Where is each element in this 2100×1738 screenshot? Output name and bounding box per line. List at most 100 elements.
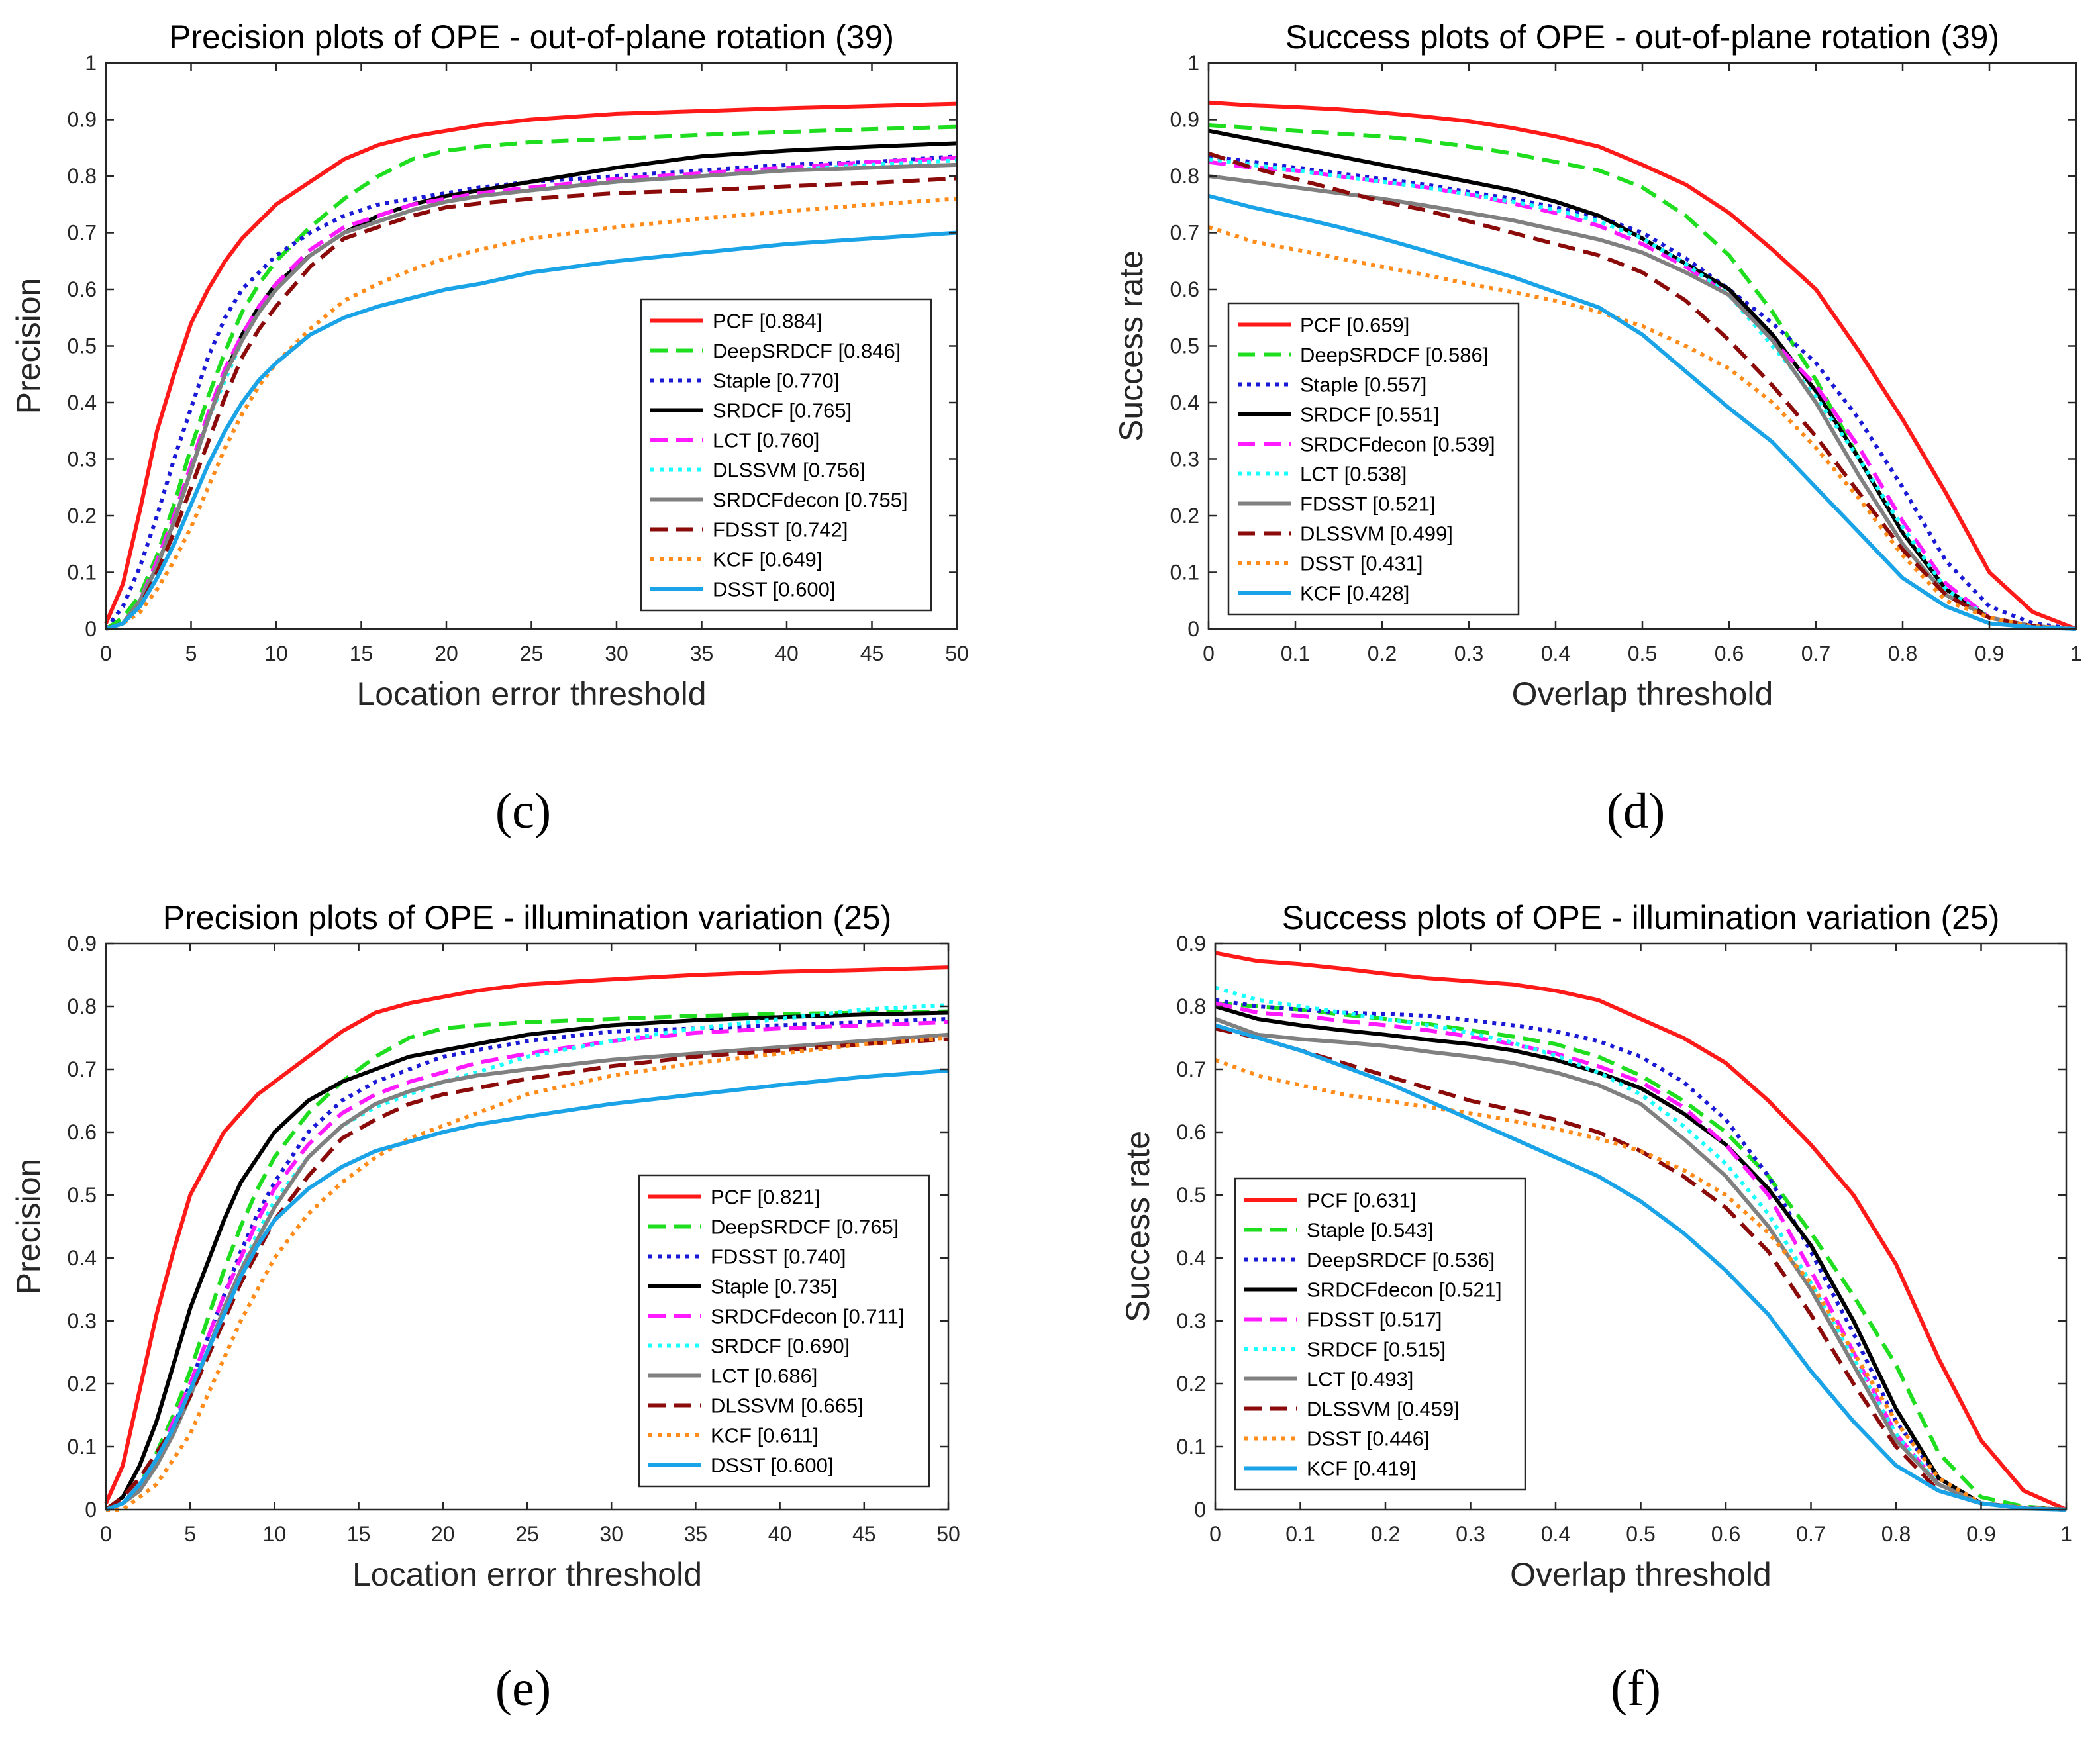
y-tick-label: 0.9	[1170, 108, 1199, 132]
series-line-deepsrdcf	[1215, 1001, 2067, 1512]
legend-entry-label: DLSSVM [0.459]	[1307, 1398, 1460, 1421]
y-axis-label: Success rate	[1113, 250, 1150, 442]
x-tick-label: 0.3	[1456, 1522, 1485, 1546]
x-tick-label: 20	[434, 642, 458, 665]
series-group	[1214, 951, 2068, 1512]
legend-entry-label: FDSST [0.517]	[1307, 1308, 1442, 1331]
series-line-srdcf	[105, 1010, 949, 1512]
chart-1: 0 0.1 0.2 0.3 0.4 0.5 0.6 0.7 0.8 0.9 1 0 0.1 0.2 0.3 0…	[1113, 19, 2082, 712]
y-tick-label: 0.3	[68, 1309, 97, 1333]
y-tick-label: 0.4	[1170, 391, 1199, 414]
x-tick-label: 0.1	[1281, 642, 1310, 665]
series-line-staple	[104, 154, 958, 630]
chart-2: 0 5 10 15 20 25 30 35 40 45 50 0 0.1 0.2 0.3 0.4 0.5 0.6 0…	[10, 899, 960, 1593]
chart-title: Success plots of OPE - illumination vari…	[1282, 899, 2000, 936]
legend-entry-label: DLSSVM [0.499]	[1300, 522, 1453, 546]
y-tick-label: 0	[1194, 1498, 1206, 1521]
legend-entry-label: SRDCF [0.515]	[1307, 1338, 1446, 1361]
x-tick-label: 0.3	[1454, 642, 1483, 665]
legend-entry-label: SRDCFdecon [0.755]	[713, 489, 908, 512]
series-line-kcf	[1208, 225, 2077, 631]
y-tick-label: 0.7	[1170, 221, 1199, 245]
legend-entry-label: DeepSRDCF [0.586]	[1300, 344, 1488, 367]
x-tick-label: 0.9	[1966, 1522, 1995, 1546]
legend-entry-label: KCF [0.611]	[711, 1424, 819, 1447]
series-group	[104, 101, 958, 631]
y-tick-label: 0	[85, 1498, 97, 1521]
y-tick-label: 0.8	[1170, 164, 1199, 188]
y-tick-label: 0.3	[1177, 1309, 1206, 1333]
y-tick-label: 0.5	[1170, 334, 1199, 358]
x-tick-label: 15	[350, 642, 374, 665]
legend: PCF [0.659] DeepSRDCF [0.586] Staple [0.55…	[1227, 302, 1520, 616]
y-tick-label: 0.6	[1177, 1120, 1206, 1144]
x-tick-label: 30	[605, 642, 628, 665]
y-axis-label: Precision	[10, 278, 47, 414]
y-tick-label: 0.3	[68, 448, 97, 471]
legend-entry-label: DSST [0.600]	[711, 1454, 834, 1477]
x-tick-label: 20	[431, 1522, 455, 1546]
y-tick-label: 0.7	[68, 221, 97, 245]
legend-entry-label: DLSSVM [0.756]	[713, 459, 866, 482]
series-line-fdsst	[105, 1037, 949, 1512]
series-line-srdcfdecon	[1208, 174, 2077, 631]
y-tick-label: 0.8	[68, 164, 97, 188]
legend: PCF [0.631] Staple [0.543] DeepSRDCF [0.53…	[1234, 1177, 1526, 1491]
x-tick-label: 0.4	[1541, 1522, 1570, 1546]
x-tick-label: 10	[263, 1522, 287, 1546]
legend-entry-label: DeepSRDCF [0.765]	[711, 1216, 899, 1239]
series-line-deepsrdcf	[105, 124, 958, 631]
x-tick-label: 10	[264, 642, 288, 665]
x-tick-label: 0.5	[1628, 642, 1657, 665]
legend-entry-label: DSST [0.431]	[1300, 552, 1423, 575]
y-tick-label: 0.8	[1177, 994, 1206, 1018]
x-tick-label: 0	[1203, 642, 1215, 665]
legend-entry-label: LCT [0.686]	[711, 1365, 817, 1388]
series-line-dsst	[105, 1068, 949, 1512]
y-axis-label: Precision	[10, 1159, 47, 1295]
x-axis-label: Overlap threshold	[1510, 1556, 1772, 1593]
y-tick-label: 1	[85, 51, 97, 75]
legend-entry-label: FDSST [0.740]	[711, 1245, 846, 1269]
series-line-pcf	[104, 965, 949, 1504]
x-tick-label: 0	[1209, 1522, 1221, 1546]
x-tick-label: 5	[185, 642, 197, 665]
x-tick-label: 0.8	[1881, 1522, 1911, 1546]
y-tick-label: 0.9	[1177, 932, 1206, 955]
x-tick-label: 0	[100, 642, 112, 665]
chart-title: Success plots of OPE - out-of-plane rota…	[1285, 19, 1999, 56]
x-tick-label: 45	[852, 1522, 876, 1546]
x-tick-label: 25	[520, 642, 544, 665]
x-tick-label: 0.7	[1796, 1522, 1825, 1546]
series-line-fdsst	[105, 176, 958, 631]
series-line-lct	[105, 156, 958, 631]
x-tick-label: 0.2	[1368, 642, 1397, 665]
x-tick-label: 0.4	[1541, 642, 1570, 665]
series-line-kcf	[105, 197, 958, 631]
series-line-staple	[105, 1017, 949, 1512]
legend-entry-label: LCT [0.493]	[1307, 1368, 1413, 1391]
y-tick-label: 0.9	[68, 932, 97, 955]
x-tick-label: 35	[684, 1522, 708, 1546]
x-tick-label: 35	[690, 642, 714, 665]
legend-entry-label: DeepSRDCF [0.846]	[713, 340, 901, 363]
y-tick-label: 0.9	[68, 108, 97, 132]
legend-entry-label: DLSSVM [0.665]	[711, 1394, 864, 1418]
x-tick-label: 0.1	[1285, 1522, 1315, 1546]
legend-entry-label: DeepSRDCF [0.536]	[1307, 1249, 1495, 1272]
x-tick-label: 30	[599, 1522, 623, 1546]
series-line-pcf	[1208, 100, 2077, 631]
series-group	[1208, 100, 2077, 631]
legend-entry-label: Staple [0.770]	[713, 369, 839, 393]
legend-entry-label: FDSST [0.521]	[1300, 493, 1435, 516]
series-line-dsst	[1208, 193, 2077, 631]
y-tick-label: 0.5	[68, 334, 97, 358]
y-tick-label: 0.2	[1170, 504, 1199, 528]
x-tick-label: 0.7	[1801, 642, 1830, 665]
chart-title: Precision plots of OPE - out-of-plane ro…	[169, 19, 894, 56]
series-line-deepsrdcf	[1208, 123, 2077, 631]
y-tick-label: 0.1	[68, 561, 97, 585]
legend-entry-label: SRDCF [0.690]	[711, 1335, 850, 1358]
y-tick-label: 0.4	[1177, 1246, 1206, 1270]
x-tick-label: 5	[184, 1522, 196, 1546]
